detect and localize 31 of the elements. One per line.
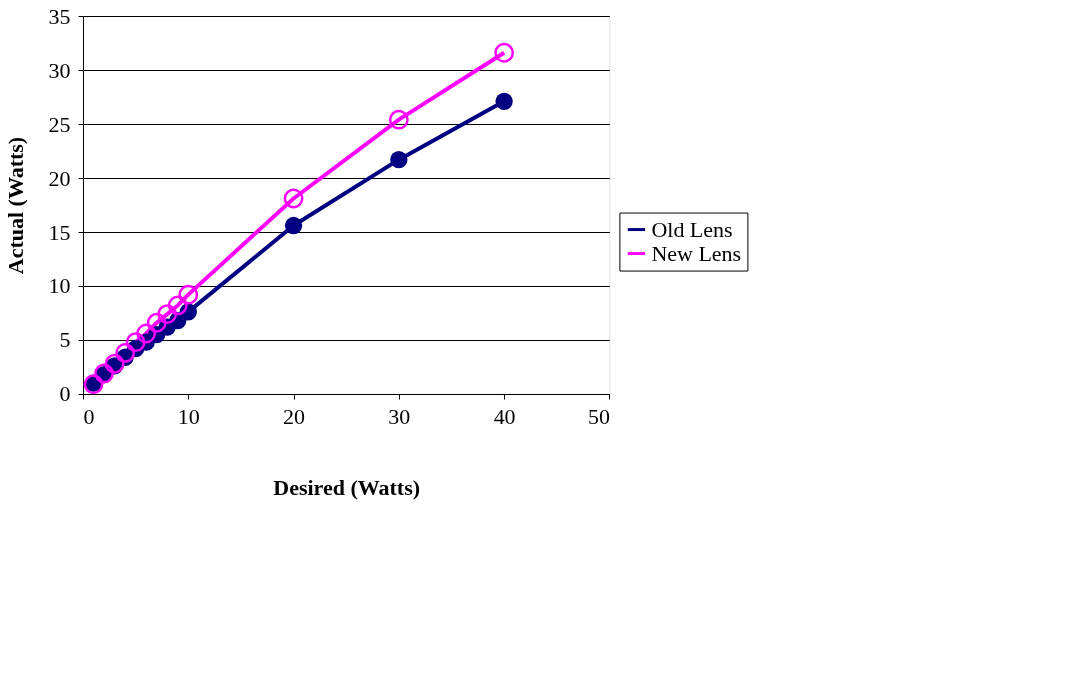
x-tick-label: 0 — [83, 404, 95, 430]
point — [115, 343, 136, 363]
point — [146, 312, 167, 333]
point — [136, 323, 157, 344]
y-tick-label: 35 — [48, 3, 71, 29]
x-tick-label: 10 — [177, 404, 200, 430]
point — [157, 304, 178, 324]
point — [167, 295, 188, 316]
y-tick-label: 20 — [48, 165, 71, 191]
point — [494, 42, 515, 63]
point — [178, 284, 199, 305]
point — [390, 151, 408, 169]
y-tick-label: 25 — [48, 111, 71, 137]
point — [388, 109, 409, 130]
x-axis-title: Desired (Watts) — [273, 475, 421, 501]
y-tick-label: 10 — [48, 273, 71, 299]
x-tick-label: 50 — [587, 404, 610, 430]
point — [495, 92, 513, 110]
point — [283, 188, 304, 209]
x-tick-label: 30 — [388, 404, 411, 430]
point — [125, 332, 146, 353]
legend-label: Old Lens — [651, 216, 733, 242]
y-axis-title: Actual (Watts) — [3, 136, 29, 275]
legend-label: New Lens — [651, 240, 742, 266]
y-tick-label: 5 — [59, 327, 71, 353]
x-tick-label: 20 — [283, 404, 306, 430]
point — [284, 216, 303, 235]
y-tick-label: 30 — [48, 57, 71, 83]
x-tick-label: 40 — [493, 404, 516, 430]
y-tick-label: 0 — [59, 381, 71, 407]
y-tick-label: 15 — [48, 219, 71, 245]
